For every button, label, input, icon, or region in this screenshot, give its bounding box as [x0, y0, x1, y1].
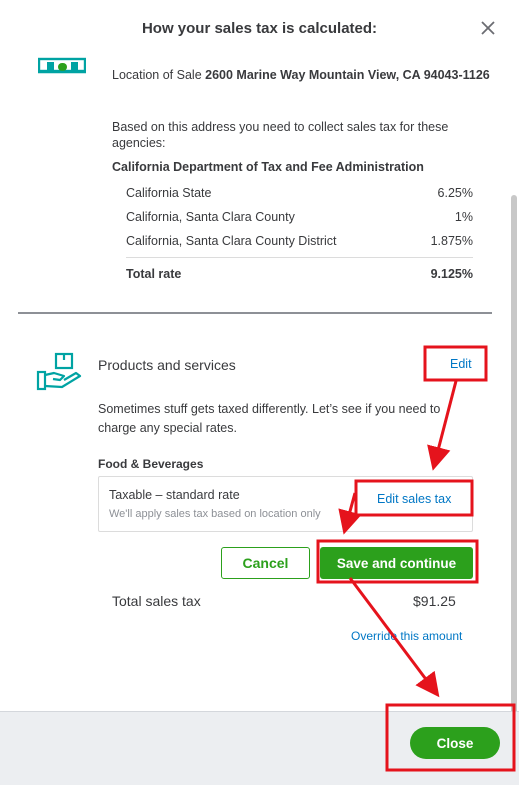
dialog-header: How your sales tax is calculated: — [0, 0, 519, 58]
store-icon — [38, 57, 86, 74]
override-amount-link[interactable]: Override this amount — [351, 629, 463, 643]
tax-status: Taxable – standard rate — [109, 488, 240, 502]
agency-name: California Department of Tax and Fee Adm… — [112, 160, 424, 174]
rate-value: 1% — [454, 210, 473, 224]
scrollbar[interactable] — [511, 195, 517, 715]
total-sales-tax-label: Total sales tax — [112, 593, 201, 609]
edit-sales-tax-link[interactable]: Edit sales tax — [377, 492, 452, 506]
location-of-sale: Location of Sale 2600 Marine Way Mountai… — [112, 66, 492, 85]
rate-row: California, Santa Clara County 1% — [126, 210, 473, 224]
dialog-title: How your sales tax is calculated: — [141, 20, 378, 37]
close-icon[interactable] — [478, 18, 498, 38]
rate-row: California, Santa Clara County District … — [126, 234, 473, 248]
location-address: 2600 Marine Way Mountain View, CA 94043-… — [205, 68, 490, 82]
rate-separator — [126, 257, 473, 258]
products-title: Products and services — [98, 357, 236, 373]
total-rate-row: Total rate 9.125% — [126, 267, 473, 281]
total-rate-value: 9.125% — [430, 267, 473, 281]
category-label: Food & Beverages — [98, 457, 204, 471]
agencies-note: Based on this address you need to collec… — [112, 120, 449, 150]
save-and-continue-button[interactable]: Save and continue — [320, 547, 473, 579]
total-sales-tax-value: $91.25 — [413, 593, 456, 609]
cancel-button[interactable]: Cancel — [221, 547, 310, 579]
hand-with-box-icon — [36, 352, 82, 391]
rate-row: California State 6.25% — [126, 186, 473, 200]
rate-value: 6.25% — [437, 186, 473, 200]
close-button[interactable]: Close — [410, 727, 500, 759]
rate-name: California State — [126, 186, 212, 200]
products-description: Sometimes stuff gets taxed differently. … — [98, 402, 441, 435]
rate-value: 1.875% — [430, 234, 473, 248]
total-rate-label: Total rate — [126, 267, 182, 281]
tax-note: We'll apply sales tax based on location … — [109, 508, 321, 520]
rate-name: California, Santa Clara County — [126, 210, 295, 224]
edit-products-link[interactable]: Edit — [450, 357, 472, 371]
product-tax-card: Taxable – standard rate We'll apply sale… — [98, 476, 473, 532]
rate-name: California, Santa Clara County District — [126, 234, 337, 248]
location-label: Location of Sale — [112, 68, 206, 82]
section-divider — [18, 312, 492, 314]
